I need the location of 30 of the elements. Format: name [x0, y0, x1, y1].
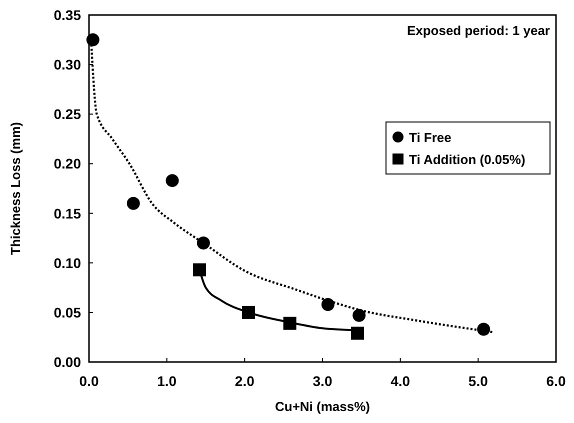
y-tick-label: 0.00: [54, 354, 82, 370]
point: [283, 316, 296, 330]
x-tick-label: 0.0: [79, 373, 99, 389]
legend-label: Ti Free: [409, 130, 452, 145]
y-tick-label: 0.20: [54, 156, 82, 172]
x-tick-label: 2.0: [234, 373, 255, 389]
x-tick-label: 3.0: [312, 373, 332, 389]
y-tick-label: 0.10: [54, 254, 82, 271]
annotation: Exposed period: 1 year: [406, 23, 550, 38]
y-tick-label: 0.05: [54, 304, 82, 320]
x-tick-label: 5.0: [468, 373, 488, 389]
point: [193, 263, 206, 276]
y-axis-title: Thickness Loss (mm): [8, 122, 23, 255]
y-tick-label: 0.30: [54, 56, 82, 73]
point: [126, 196, 140, 210]
point: [166, 174, 179, 188]
x-axis-title: Cu+Ni (mass%): [275, 399, 370, 414]
point: [352, 308, 366, 322]
x-tick-label: 4.0: [390, 373, 410, 389]
y-tick-label: 0.25: [54, 106, 82, 122]
point: [477, 322, 490, 336]
legend-label: Ti Addition (0.05%): [409, 152, 526, 167]
y-tick-label: 0.15: [54, 205, 82, 222]
x-tick-label: 6.0: [546, 373, 566, 389]
y-tick-label: 0.35: [54, 7, 82, 23]
x-tick-label: 1.0: [157, 373, 177, 389]
point: [321, 298, 334, 311]
point: [351, 326, 364, 340]
point: [242, 306, 256, 319]
point: [196, 236, 210, 250]
